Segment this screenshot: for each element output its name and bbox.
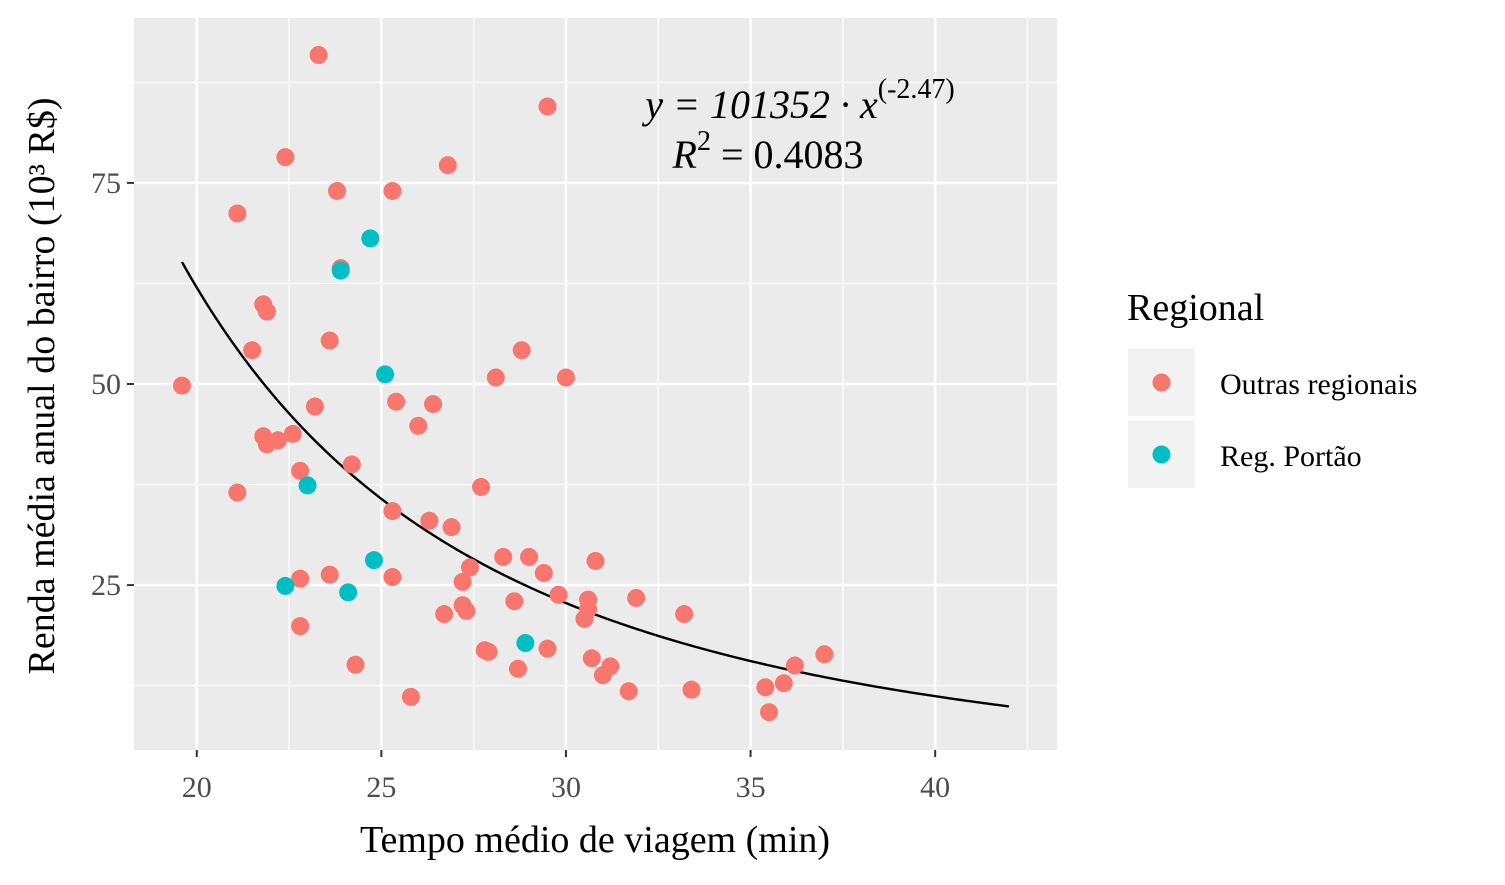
legend-title: Regional [1127,287,1264,329]
point-outras-regionais [283,424,302,443]
y-tick-label: 75 [91,167,121,200]
point-outras-regionais [486,368,505,387]
point-outras-regionais [276,148,295,167]
point-outras-regionais [579,600,598,619]
point-outras-regionais [438,156,457,175]
legend-dot-outras [1152,373,1171,392]
y-axis-title: Renda média anual do bairro (10³ R$) [21,98,63,675]
point-outras-regionais [785,656,804,675]
x-tick-label: 40 [920,771,950,804]
point-outras-regionais [320,331,339,350]
point-outras-regionais [173,376,191,395]
point-outras-regionais [453,572,472,591]
point-outras-regionais [305,397,324,416]
fit-curve [180,261,1010,708]
point-outras-regionais [549,585,568,604]
point-outras-regionais [243,341,262,360]
point-outras-regionais [383,502,402,521]
equation-annotation: y = 101352 · x(-2.47) [641,74,954,127]
point-outras-regionais [342,455,361,474]
point-outras-regionais [309,46,328,64]
point-outras-regionais [435,605,454,624]
point-outras-regionais [472,477,491,496]
point-outras-regionais [424,395,443,414]
point-outras-regionais [401,687,420,706]
point-outras-regionais [494,547,513,566]
x-tick-label: 20 [182,771,212,804]
point-outras-regionais [586,551,605,570]
y-tick-label: 25 [91,569,121,602]
r-squared-value: = 0.4083 [711,132,864,177]
y-tick-label: 50 [91,368,121,401]
equation-prefix: y = 101352 · x [641,82,878,127]
point-outras-regionais [760,703,779,722]
point-outras-regionais [383,568,402,587]
point-outras-regionais [774,674,793,693]
point-outras-regionais [479,642,498,661]
point-outras-regionais [534,564,553,583]
point-outras-regionais [291,569,310,588]
point-outras-regionais [387,392,406,411]
point-outras-regionais [619,682,638,701]
point-outras-regionais [582,649,601,668]
point-outras-regionais [556,368,575,387]
point-reg-port-o [339,583,358,602]
equation-exponent: (-2.47) [878,74,955,105]
point-reg-port-o [516,634,535,653]
r-squared-annotation: R2 = 0.4083 [672,126,864,177]
point-reg-port-o [364,551,383,570]
point-outras-regionais [257,302,276,321]
legend-dot-portao [1152,445,1171,464]
point-outras-regionais [442,518,461,537]
x-tick-label: 25 [366,771,396,804]
point-outras-regionais [383,181,402,200]
point-outras-regionais [682,680,701,699]
r-squared-exponent: 2 [697,126,711,157]
point-outras-regionais [601,657,620,676]
point-outras-regionais [675,605,694,624]
x-axis-title: Tempo médio de viagem (min) [360,819,830,861]
point-outras-regionais [627,588,646,607]
point-reg-port-o [361,229,380,248]
y-axis-ticks: 25 50 75 [91,167,134,602]
point-reg-port-o [376,365,395,384]
x-axis-ticks: 20 25 30 35 40 [182,750,950,804]
point-outras-regionais [291,461,310,480]
point-outras-regionais [508,659,527,678]
point-outras-regionais [291,617,310,636]
point-reg-port-o [331,261,350,280]
point-outras-regionais [346,655,365,674]
point-outras-regionais [268,431,287,450]
point-outras-regionais [756,678,775,697]
point-reg-port-o [276,576,295,595]
legend-label-outras: Outras regionais [1220,368,1417,401]
point-outras-regionais [228,204,247,223]
point-outras-regionais [505,592,524,611]
data-points [173,46,834,722]
point-outras-regionais [457,601,476,620]
legend: Regional Outras regionais Reg. Portão [1127,287,1417,488]
point-outras-regionais [538,639,557,658]
r-squared-label: R [672,132,697,177]
point-outras-regionais [538,97,557,116]
major-gridlines [134,18,1057,750]
point-outras-regionais [228,483,247,502]
point-outras-regionais [328,181,347,200]
x-tick-label: 35 [736,771,766,804]
point-outras-regionais [520,547,539,566]
point-outras-regionais [320,565,339,584]
fit-curve-layer [180,261,1010,708]
x-tick-label: 30 [551,771,581,804]
point-outras-regionais [512,341,531,360]
point-outras-regionais [409,416,428,435]
legend-label-portao: Reg. Portão [1220,440,1362,473]
point-outras-regionais [460,558,479,577]
point-outras-regionais [815,645,834,664]
point-outras-regionais [420,511,439,530]
point-reg-port-o [298,476,317,495]
